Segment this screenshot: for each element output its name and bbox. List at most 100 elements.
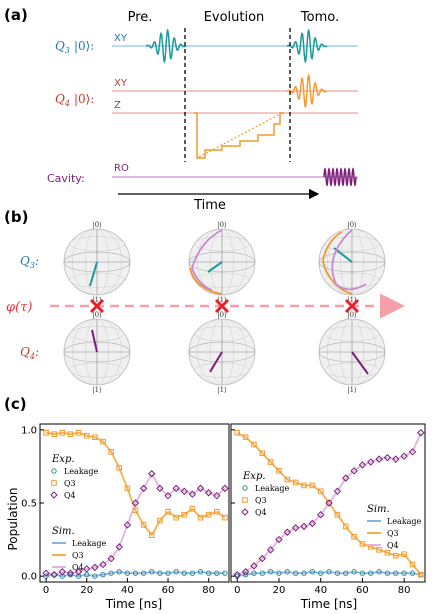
exp-point-leakage <box>292 570 299 576</box>
cavity-ro-label: RO <box>114 163 129 174</box>
exp-point-q3 <box>83 432 90 439</box>
q4-z-label: Z <box>114 100 121 111</box>
exp-point-q4 <box>266 546 275 554</box>
phase-marker-stroke <box>344 298 360 314</box>
exp-point-q4 <box>172 484 180 493</box>
exp-point-q4 <box>139 484 148 493</box>
bloch-q4-label: Q4: <box>20 345 39 361</box>
legend-exp-q4: Q4 <box>64 491 76 500</box>
readout-pulse <box>323 167 357 187</box>
exp-point-leakage <box>267 569 274 575</box>
stage-tomo-label: Tomo. <box>300 10 339 25</box>
bloch-ket0-label: |0⟩ <box>92 221 102 229</box>
exp-point-leakage <box>51 571 57 578</box>
phase-marker-stroke <box>89 298 105 314</box>
panel-b: (b) Q3: Q4: φ(τ) |0⟩ |1⟩ |0⟩ |1⟩ |0⟩ |1⟩ |0⟩ |1… <box>4 208 405 394</box>
legend-sim-q4: Q4 <box>387 541 399 550</box>
exp-point-q3 <box>317 488 324 495</box>
exp-point-q4 <box>99 560 107 569</box>
phase-marker-2 <box>214 298 230 314</box>
exp-point-leakage <box>368 570 374 576</box>
exp-point-q3 <box>108 448 114 455</box>
bloch-trajectory <box>331 229 367 291</box>
exp-point-leakage <box>359 570 366 576</box>
x-tick-label: 40 <box>121 585 134 596</box>
legend-marker-q3 <box>51 480 57 486</box>
bloch-state-vector <box>91 329 98 353</box>
exp-point-q3 <box>267 459 274 465</box>
bloch-state-vector <box>351 351 369 375</box>
exp-point-leakage <box>165 570 171 576</box>
exp-point-leakage <box>189 570 196 576</box>
exp-point-q3 <box>140 522 147 528</box>
panel-a: (a) Pre. Evolution Tomo. Q3 |0⟩: XY Q4 |0⟩… <box>4 6 358 213</box>
exp-point-leakage <box>393 570 399 576</box>
exp-point-q3 <box>205 511 212 518</box>
exp-point-leakage <box>351 569 357 575</box>
legend: Exp. Leakage Q3 Q4 Sim. Leakage Q3 Q4 <box>241 471 422 550</box>
q4-label: Q4 |0⟩: <box>55 92 94 108</box>
exp-point-q4 <box>300 522 308 531</box>
bloch-ket1-label: |1⟩ <box>347 296 357 304</box>
plot-left: 0 20 40 60 80 0.0 0.5 1.0 Exp. Leakage Q3 Q4 Sim. Lea… <box>21 423 230 596</box>
x-tick-label: 80 <box>398 585 411 596</box>
panel-c-label: (c) <box>4 395 27 413</box>
exp-point-q4 <box>333 487 342 496</box>
bloch-trajectory <box>322 231 353 295</box>
exp-point-leakage <box>309 569 316 575</box>
bloch-state-vector <box>207 261 223 273</box>
exp-point-q3 <box>132 507 139 514</box>
x-tick-label: 0 <box>234 585 240 596</box>
exp-point-q3 <box>214 508 220 515</box>
q3-prep-pulse <box>145 28 187 64</box>
sim-curve-leakage <box>237 570 421 577</box>
exp-point-q4 <box>58 568 67 576</box>
exp-point-q3 <box>43 429 49 436</box>
exp-point-leakage <box>108 570 114 576</box>
bloch-state-vector <box>209 351 223 373</box>
bloch-ket0-label: |0⟩ <box>217 311 227 319</box>
exp-point-q4 <box>417 429 425 437</box>
exp-point-q4 <box>131 499 140 507</box>
exp-point-q3 <box>359 541 366 547</box>
exp-point-q3 <box>342 523 349 530</box>
exp-point-q4 <box>91 563 99 572</box>
bloch-trajectory <box>191 229 223 291</box>
exp-point-leakage <box>173 569 179 575</box>
exp-point-q3 <box>234 429 241 436</box>
exp-point-q3 <box>100 438 106 445</box>
bloch-ket1-label: |1⟩ <box>92 296 102 304</box>
q4-tomo-pulse <box>286 73 328 109</box>
exp-point-q4 <box>83 565 91 573</box>
exp-point-leakage <box>197 569 204 575</box>
exp-point-q3 <box>276 468 282 474</box>
legend-sim-q3: Q3 <box>72 551 84 560</box>
x-tick-label: 20 <box>273 585 286 596</box>
exp-point-leakage <box>326 569 332 575</box>
y-tick-label: 1.0 <box>21 425 37 436</box>
exp-point-q3 <box>292 479 299 486</box>
exp-point-q3 <box>259 450 266 457</box>
exp-point-q3 <box>351 533 357 540</box>
exp-point-leakage <box>205 570 212 576</box>
exp-point-q4 <box>241 568 250 576</box>
legend-exp-title: Exp. <box>51 454 75 465</box>
legend-sim-title: Sim. <box>52 526 75 537</box>
exp-point-q3 <box>51 431 58 438</box>
exp-point-q3 <box>197 514 204 521</box>
exp-point-q3 <box>173 514 179 521</box>
bloch-sphere-q3-2: |0⟩ |1⟩ <box>188 221 256 304</box>
exp-point-q4 <box>308 519 317 528</box>
q4-xy-label: XY <box>114 78 128 89</box>
exp-point-q3 <box>242 434 249 440</box>
y-axis-label: Population <box>6 487 20 550</box>
exp-point-q3 <box>334 511 341 518</box>
exp-point-leakage <box>157 570 163 576</box>
plot-right: 0 20 40 60 80 Exp. Leakage Q3 Q4 Sim. Leakage Q3 Q4 <box>230 423 426 596</box>
legend-marker-q4 <box>241 508 249 516</box>
exp-point-leakage <box>222 570 228 576</box>
exp-point-leakage <box>259 570 265 576</box>
exp-point-leakage <box>276 570 282 576</box>
exp-point-q3 <box>376 547 382 553</box>
plot-frame <box>39 423 230 583</box>
